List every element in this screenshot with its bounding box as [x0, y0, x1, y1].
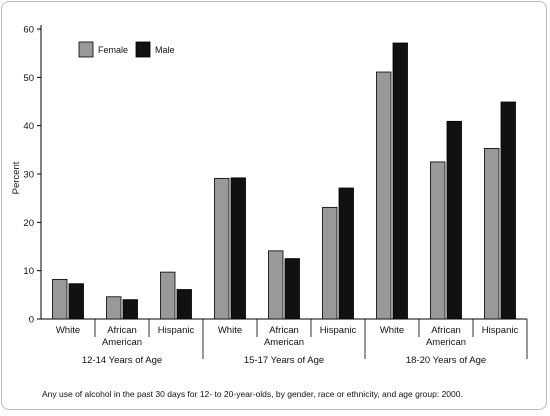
bar-male	[230, 177, 246, 320]
x-category-label: White	[218, 325, 242, 336]
bar-female	[376, 71, 392, 320]
bar-female	[52, 278, 68, 320]
legend: Female Male	[78, 41, 175, 58]
bar-female	[160, 271, 176, 320]
x-group-label: 12-14 Years of Age	[82, 355, 162, 366]
bar-female	[214, 177, 230, 320]
bar-male	[68, 283, 84, 320]
y-tick-label: 50	[23, 73, 34, 84]
x-category-label: African	[107, 325, 137, 336]
x-category-label: African	[269, 325, 299, 336]
chart-caption: Any use of alcohol in the past 30 days f…	[42, 389, 463, 399]
bar-female	[322, 206, 338, 320]
x-category-label: White	[56, 325, 80, 336]
chart-frame: 0 10 20 30 40 50 60 Percent White African America…	[1, 1, 547, 410]
bar-male	[446, 120, 462, 320]
bar-male	[176, 289, 192, 320]
x-category-label: African	[431, 325, 461, 336]
x-category-label: Hispanic	[482, 325, 519, 336]
bar-male	[122, 299, 138, 320]
y-tick-label: 60	[23, 25, 34, 36]
x-category-label: White	[380, 325, 404, 336]
legend-swatch-female	[78, 41, 94, 58]
bar-female	[268, 250, 284, 320]
bar-male	[338, 187, 354, 320]
y-axis-title: Percent	[11, 161, 22, 194]
x-category-label: American	[102, 337, 142, 348]
legend-label-male: Male	[155, 45, 175, 55]
x-category-label: Hispanic	[158, 325, 195, 336]
bar-male	[500, 101, 516, 320]
bars	[52, 42, 516, 320]
y-tick-label: 20	[23, 218, 34, 229]
legend-swatch-male	[135, 41, 151, 58]
legend-label-female: Female	[98, 45, 128, 55]
x-group-label: 18-20 Years of Age	[406, 355, 486, 366]
bar-female	[430, 161, 446, 320]
bar-male	[392, 42, 408, 320]
y-tick-label: 10	[23, 266, 34, 277]
x-category-label: American	[426, 337, 466, 348]
bar-female	[106, 296, 122, 320]
y-tick-label: 0	[29, 315, 34, 326]
bar-female	[484, 147, 500, 320]
x-category-label: American	[264, 337, 304, 348]
x-category-label: Hispanic	[320, 325, 357, 336]
bar-male	[284, 258, 300, 320]
x-group-label: 15-17 Years of Age	[244, 355, 324, 366]
y-tick-label: 40	[23, 121, 34, 132]
axes: 0 10 20 30 40 50 60 Percent	[11, 25, 528, 359]
y-tick-label: 30	[23, 170, 34, 181]
